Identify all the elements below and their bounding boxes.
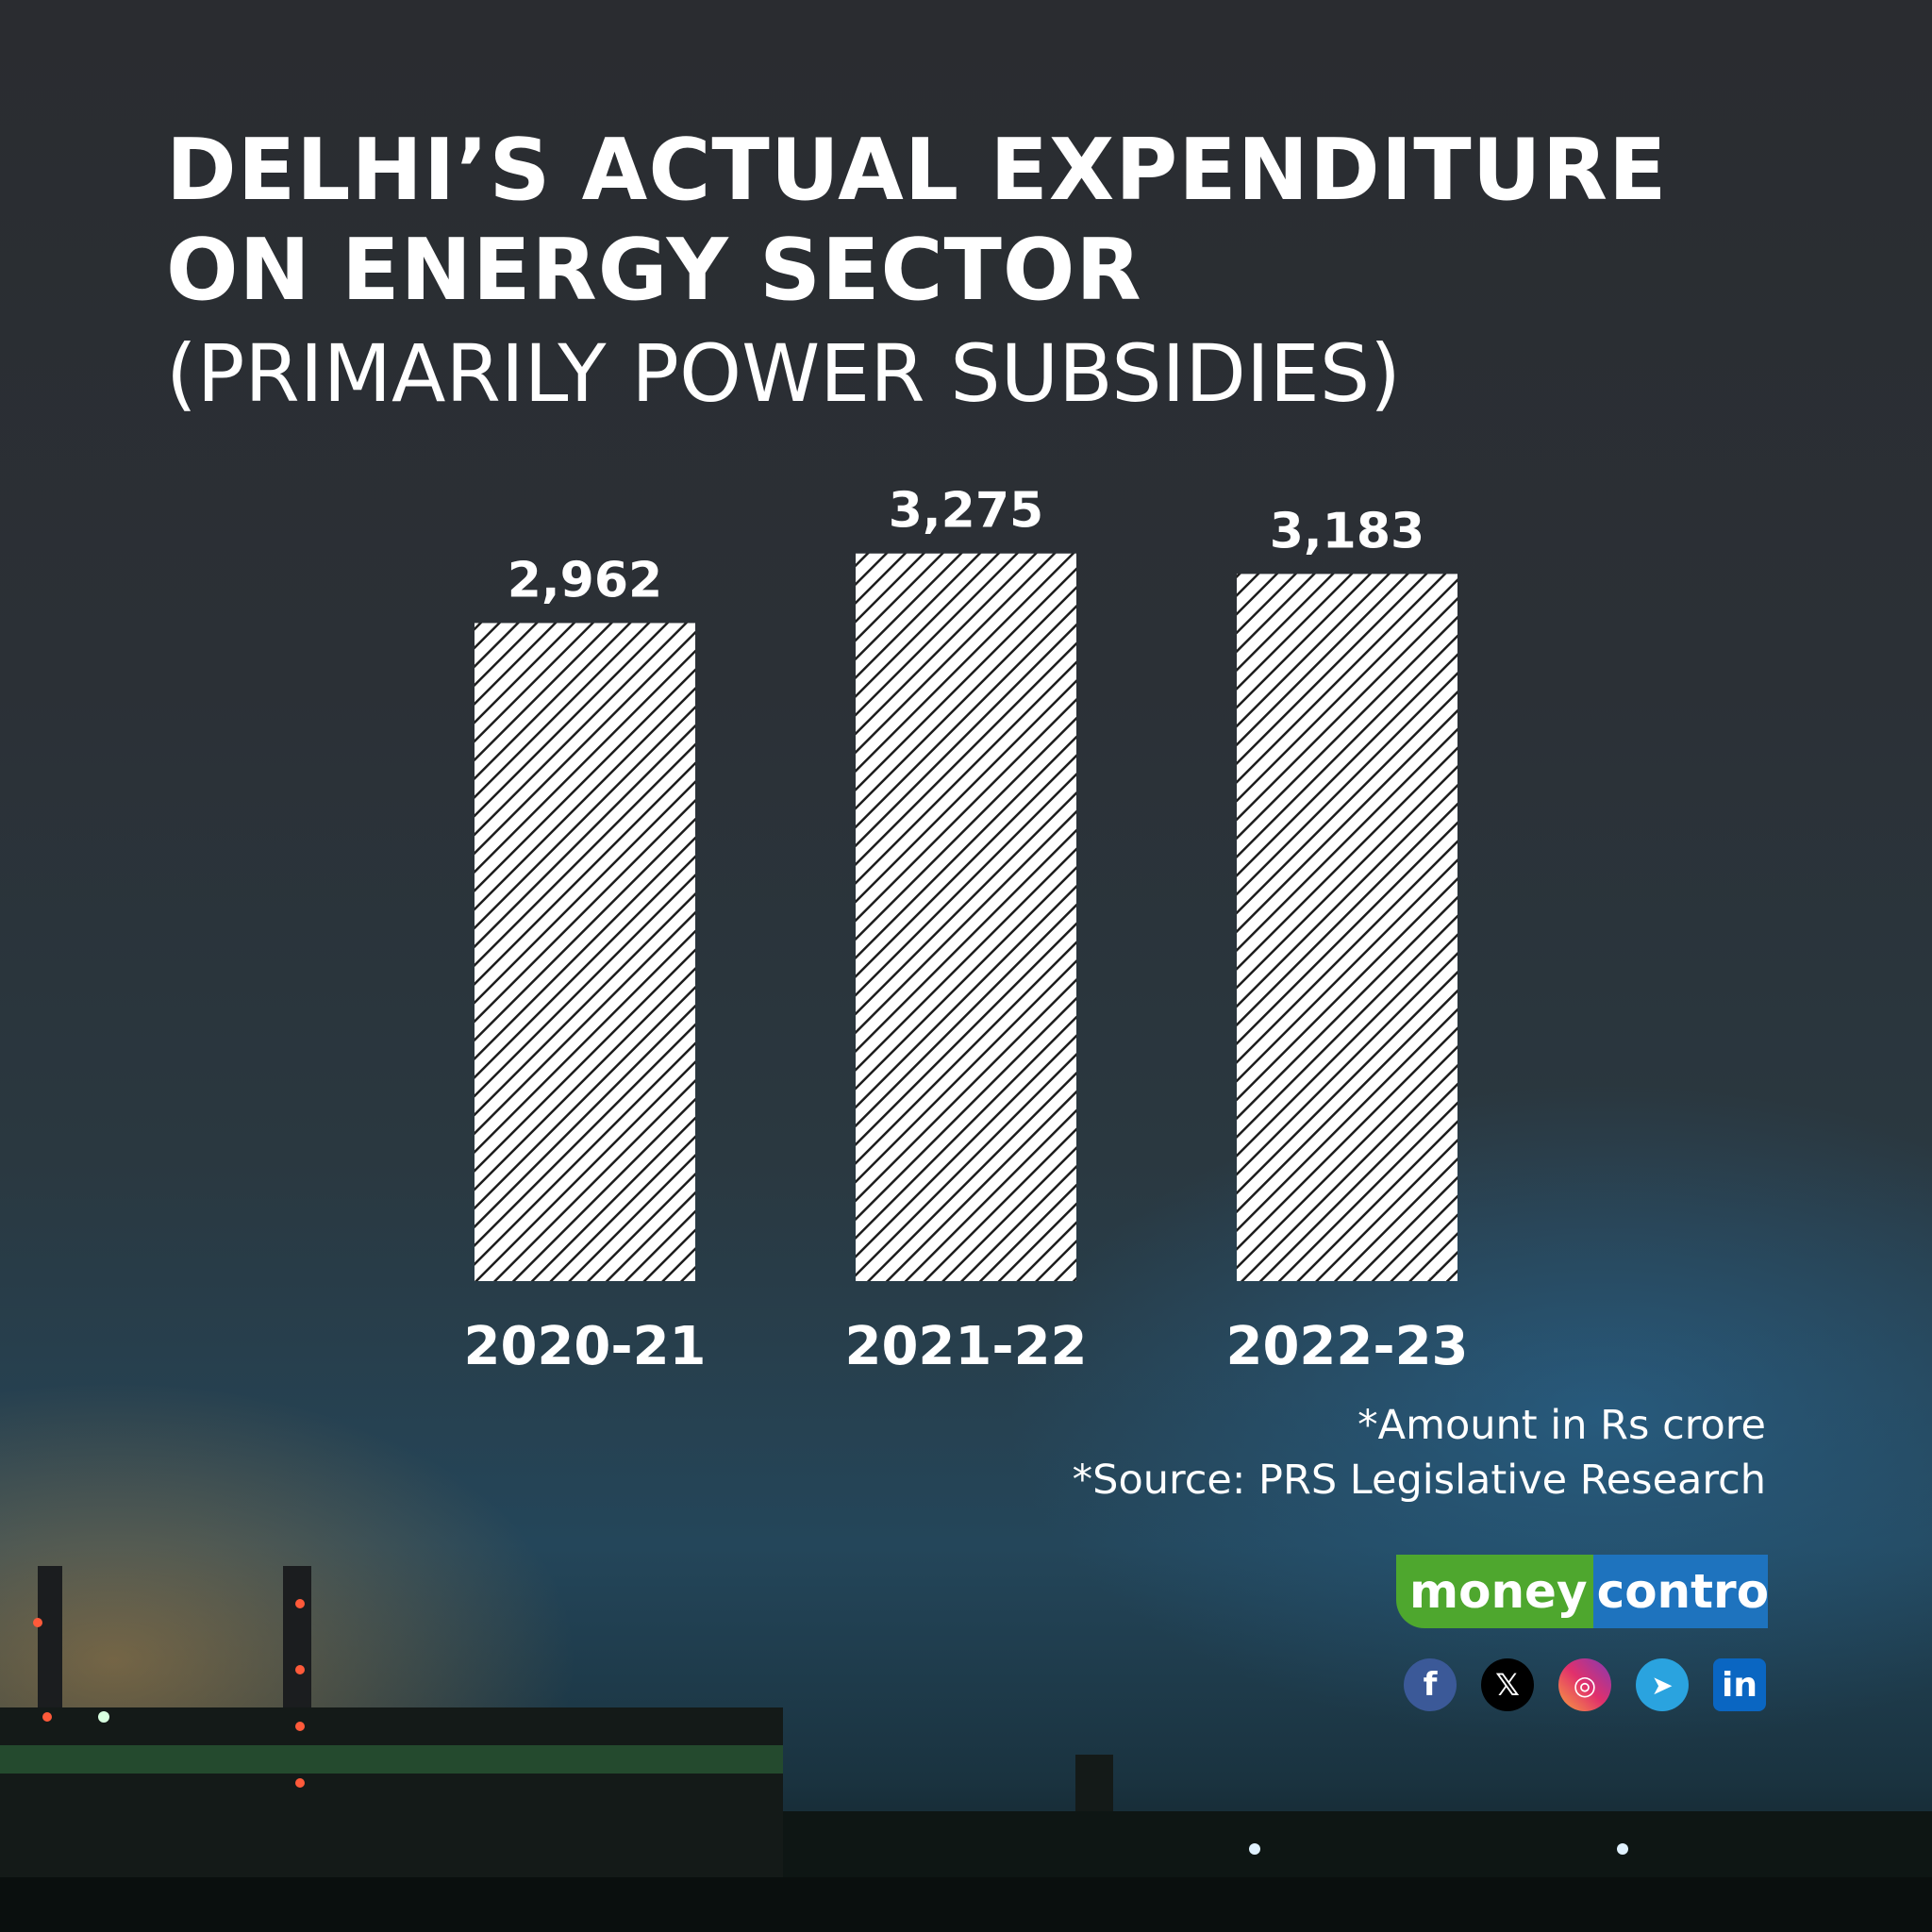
- facebook-icon[interactable]: f: [1404, 1658, 1457, 1711]
- source-note: *Source: PRS Legislative Research: [1072, 1457, 1766, 1504]
- value-label-2020-21: 2,962: [508, 552, 662, 608]
- x-icon[interactable]: 𝕏: [1481, 1658, 1534, 1711]
- bar-chart: 2,962 2020-21 3,275 2021-22 3,183 2022-23: [463, 483, 1468, 1377]
- instagram-icon[interactable]: ◎: [1558, 1658, 1611, 1711]
- category-label-2021-22: 2021-22: [844, 1316, 1087, 1377]
- value-label-2021-22: 3,275: [889, 483, 1043, 540]
- category-label-2020-21: 2020-21: [463, 1316, 706, 1377]
- value-label-2022-23: 3,183: [1270, 503, 1424, 559]
- chart-title: DELHI’S ACTUAL EXPENDITURE ON ENERGY SEC…: [166, 121, 1668, 320]
- unit-note: *Amount in Rs crore: [1357, 1402, 1766, 1449]
- telegram-icon[interactable]: ➤: [1636, 1658, 1689, 1711]
- bar-2020-21: [475, 623, 695, 1281]
- logo-part-money: money: [1396, 1555, 1593, 1628]
- power-plant-silhouette: [0, 1566, 1932, 1932]
- logo-part-control: control: [1592, 1555, 1768, 1628]
- bar-2022-23: [1237, 574, 1457, 1281]
- bar-2021-22: [856, 553, 1076, 1281]
- social-links: f 𝕏 ◎ ➤ in: [1404, 1658, 1766, 1711]
- chart-subtitle: (PRIMARILY POWER SUBSIDIES): [166, 327, 1401, 420]
- moneycontrol-logo[interactable]: money control: [1396, 1555, 1768, 1628]
- linkedin-icon[interactable]: in: [1713, 1658, 1766, 1711]
- category-label-2022-23: 2022-23: [1225, 1316, 1468, 1377]
